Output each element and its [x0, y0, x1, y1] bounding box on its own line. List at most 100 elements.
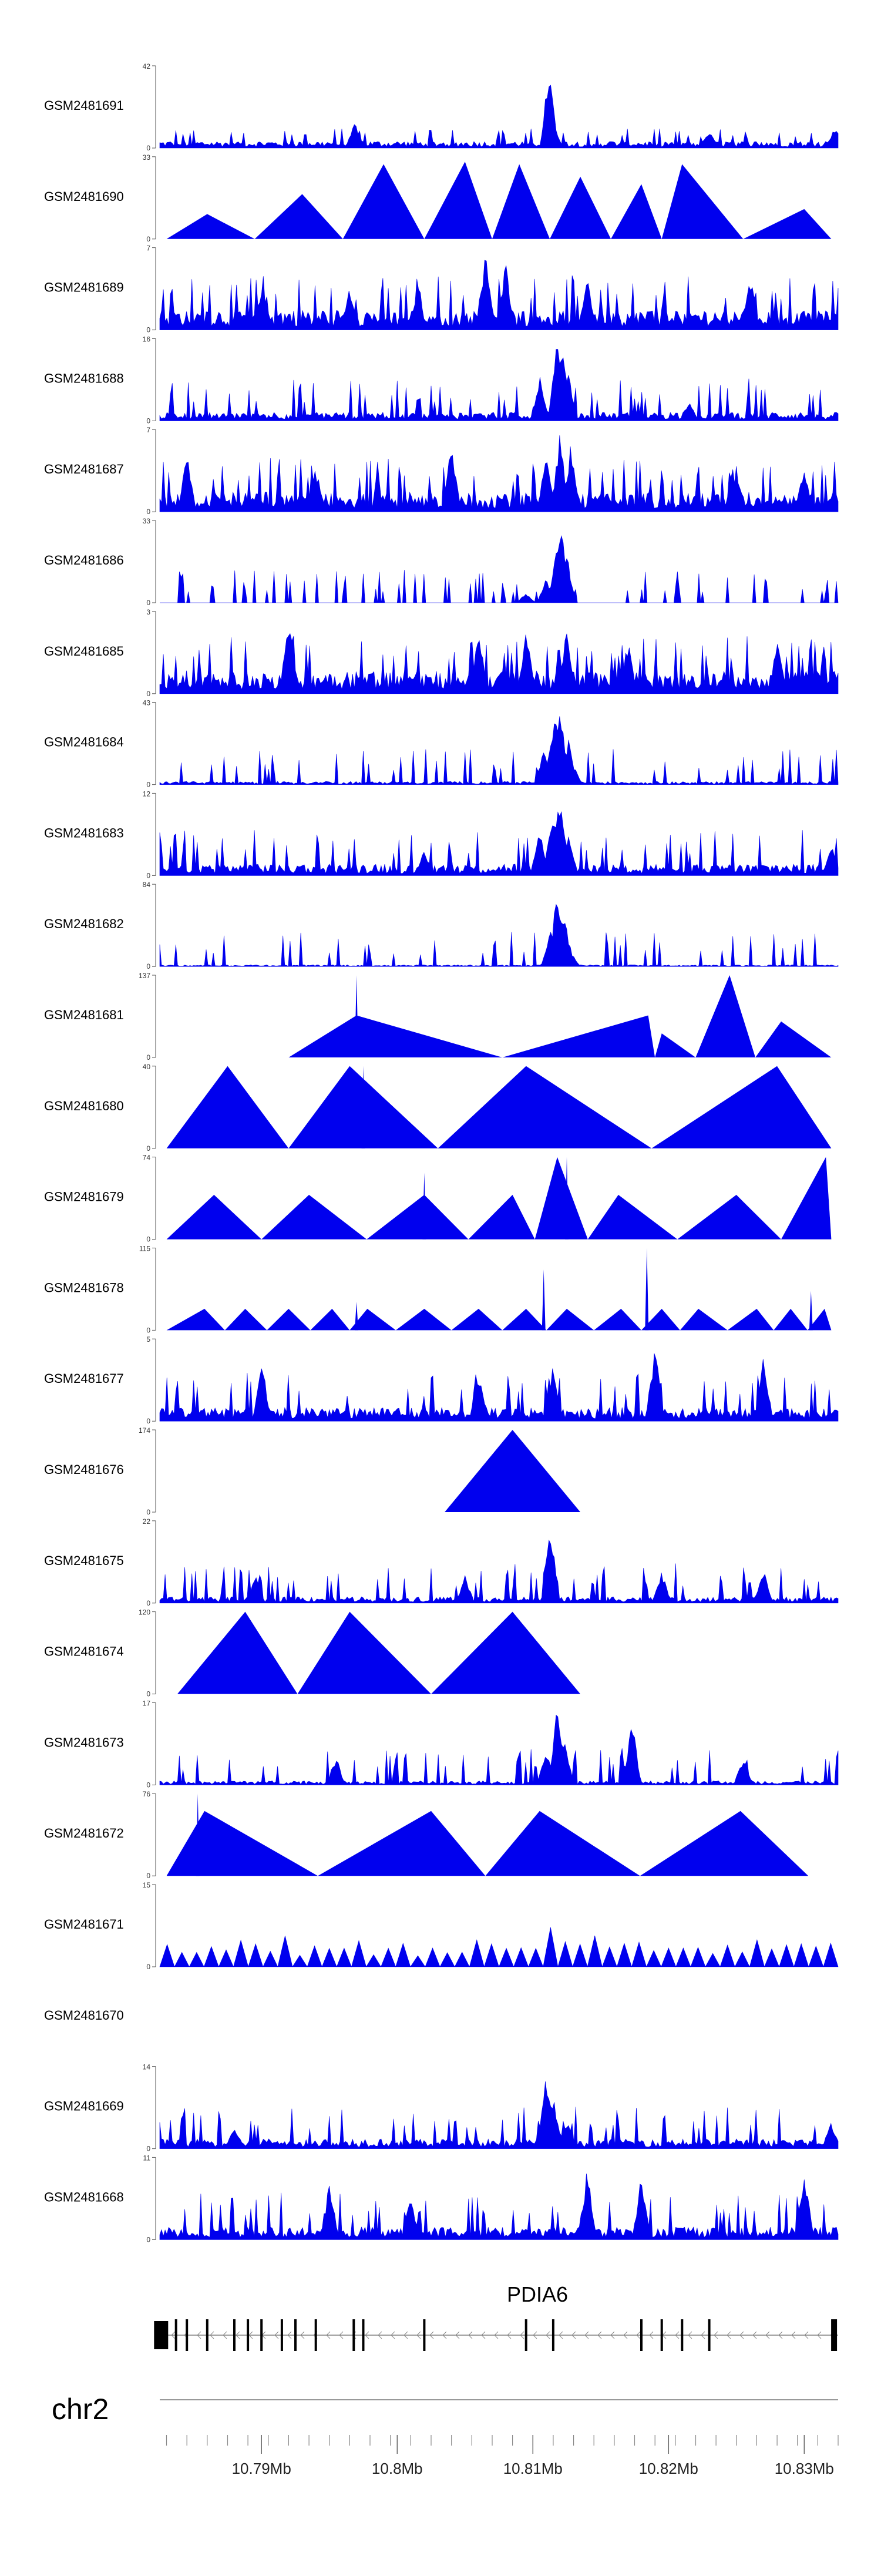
coverage-triangle — [651, 1066, 832, 1148]
strand-arrow — [416, 2331, 421, 2339]
strand-arrow — [714, 2331, 718, 2339]
coverage-triangle — [502, 1015, 655, 1057]
strand-arrow — [468, 2331, 473, 2339]
track-label: GSM2481671 — [44, 1917, 124, 1932]
coverage-area — [159, 1353, 839, 1422]
coverage-triangle — [297, 1611, 431, 1694]
coverage-area — [159, 716, 839, 785]
track-label: GSM2481677 — [44, 1371, 124, 1386]
coverage-triangle — [445, 1430, 581, 1512]
coverage-triangle — [310, 1308, 350, 1331]
track-label: GSM2481668 — [44, 2189, 124, 2204]
y-axis-zero-label: 0 — [146, 1417, 150, 1425]
y-axis-zero-label: 0 — [146, 781, 150, 789]
strand-arrow — [236, 2331, 240, 2339]
coverage-triangle — [166, 214, 255, 239]
track-GSM2481676: GSM2481676 174 0 — [44, 1426, 581, 1516]
coverage-triangle — [166, 1066, 289, 1148]
gene-model-track: PDIA6 — [154, 2282, 838, 2351]
strand-arrow — [791, 2331, 796, 2339]
coverage-triangle — [166, 1194, 262, 1240]
track-label: GSM2481678 — [44, 1280, 124, 1295]
exon-block — [640, 2319, 643, 2351]
y-axis-max-label: 22 — [143, 1517, 151, 1526]
strand-arrow — [442, 2331, 447, 2339]
y-axis-zero-label: 0 — [146, 1235, 150, 1244]
coverage-area — [159, 633, 839, 694]
strand-arrow — [688, 2331, 692, 2339]
y-axis-max-label: 120 — [139, 1608, 150, 1617]
strand-arrow — [675, 2331, 680, 2339]
strand-arrow — [571, 2331, 576, 2339]
y-axis-max-label: 40 — [143, 1063, 151, 1071]
y-axis-zero-label: 0 — [146, 599, 150, 607]
coverage-area — [159, 904, 839, 967]
coverage-triangle — [177, 1611, 298, 1694]
track-label: GSM2481669 — [44, 2099, 124, 2114]
y-axis-max-label: 33 — [143, 153, 151, 162]
coverage-triangle — [254, 194, 343, 239]
coverage-triangle — [166, 1308, 225, 1331]
exon-block — [352, 2319, 355, 2351]
y-axis-zero-label: 0 — [146, 326, 150, 334]
strand-arrow — [365, 2331, 369, 2339]
strand-arrow — [507, 2331, 512, 2339]
coverage-triangle — [261, 1194, 367, 1240]
track-GSM2481679: GSM2481679 74 0 — [44, 1154, 832, 1244]
chromosome-label: chr2 — [52, 2393, 109, 2426]
y-axis-max-label: 15 — [143, 1881, 151, 1889]
y-axis-max-label: 12 — [143, 790, 151, 798]
coverage-triangle — [342, 164, 425, 239]
y-axis-zero-label: 0 — [146, 962, 150, 970]
coverage-spike — [809, 1291, 813, 1331]
coverage-triangle — [395, 1308, 452, 1331]
exon-block — [423, 2319, 426, 2351]
y-axis-zero-label: 0 — [146, 1781, 150, 1789]
strand-arrow — [403, 2331, 408, 2339]
coverage-triangle — [451, 1308, 503, 1331]
coverage-spike — [422, 1173, 426, 1240]
track-GSM2481670: GSM2481670 — [44, 2008, 124, 2023]
coverage-spike — [196, 1794, 200, 1876]
y-axis-zero-label: 0 — [146, 690, 150, 698]
track-label: GSM2481676 — [44, 1462, 124, 1477]
coverage-area — [159, 260, 839, 330]
strand-arrow — [274, 2331, 279, 2339]
coverage-triangle — [808, 1308, 832, 1331]
strand-arrow — [649, 2331, 654, 2339]
strand-arrow — [623, 2331, 628, 2339]
y-axis-zero-label: 0 — [146, 508, 150, 516]
track-GSM2481690: GSM2481690 33 0 — [44, 153, 832, 243]
y-axis-max-label: 42 — [143, 62, 151, 70]
strand-arrow — [429, 2331, 434, 2339]
strand-arrow — [378, 2331, 382, 2339]
strand-arrow — [765, 2331, 770, 2339]
y-axis-max-label: 17 — [143, 1699, 151, 1707]
exon-block — [174, 2319, 177, 2351]
coverage-triangle — [743, 209, 832, 239]
y-axis-max-label: 76 — [143, 1790, 151, 1798]
strand-arrow — [610, 2331, 615, 2339]
coverage-area — [159, 2173, 839, 2240]
track-GSM2481668: GSM2481668 11 0 — [44, 2154, 839, 2243]
track-GSM2481681: GSM2481681 137 0 — [44, 972, 832, 1062]
coverage-area — [159, 1714, 839, 1785]
strand-arrow — [752, 2331, 757, 2339]
coverage-area — [159, 811, 839, 876]
coverage-triangle — [781, 1157, 832, 1240]
track-GSM2481689: GSM2481689 7 0 — [44, 244, 839, 334]
coverage-triangle — [166, 1811, 318, 1876]
y-axis-zero-label: 0 — [146, 1326, 150, 1334]
coverage-area — [159, 2081, 839, 2149]
track-label: GSM2481681 — [44, 1007, 124, 1022]
y-axis-max-label: 74 — [143, 1154, 151, 1162]
strand-arrow — [701, 2331, 705, 2339]
strand-arrow — [739, 2331, 744, 2339]
genome-axis-track: chr2 10.79Mb 10.8Mb 10.81Mb 10.82Mb 10.83Mb — [52, 2393, 839, 2477]
coverage-triangle — [267, 1308, 311, 1331]
exon-block — [552, 2319, 554, 2351]
track-label: GSM2481673 — [44, 1735, 124, 1749]
track-GSM2481680: GSM2481680 40 0 — [44, 1063, 832, 1153]
